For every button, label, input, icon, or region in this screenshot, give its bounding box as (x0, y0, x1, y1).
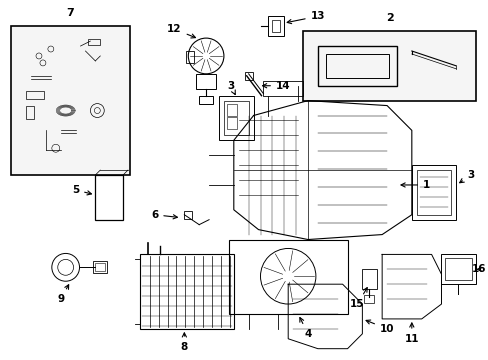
Text: 9: 9 (57, 285, 68, 304)
Text: 13: 13 (286, 11, 325, 24)
Text: 10: 10 (366, 320, 393, 334)
Bar (95, 264, 105, 271)
Bar (26, 91, 44, 99)
Bar (219, 96, 253, 140)
Text: 15: 15 (349, 288, 366, 309)
Bar (186, 51, 194, 63)
Bar (95, 175, 123, 220)
Text: 4: 4 (299, 318, 311, 339)
Text: 3: 3 (227, 81, 235, 95)
Bar (11, 26, 130, 175)
Bar (268, 16, 284, 36)
Bar (364, 295, 373, 303)
Bar (226, 117, 236, 129)
Bar (411, 165, 455, 220)
Bar (325, 54, 388, 78)
Bar (93, 261, 107, 273)
Bar (26, 105, 34, 120)
Bar (317, 46, 396, 86)
Bar (272, 20, 280, 32)
Text: 5: 5 (72, 185, 91, 195)
Bar (226, 104, 236, 116)
Bar (416, 170, 450, 215)
Bar (228, 239, 347, 314)
Text: 16: 16 (471, 264, 486, 274)
Bar (445, 258, 471, 280)
Bar (303, 31, 475, 100)
Text: 11: 11 (404, 323, 418, 344)
Bar (196, 74, 216, 89)
Text: 12: 12 (167, 24, 195, 38)
Text: 3: 3 (459, 170, 474, 183)
Text: 1: 1 (400, 180, 429, 190)
Text: 6: 6 (151, 210, 177, 220)
Bar (362, 269, 376, 289)
Text: 2: 2 (385, 13, 393, 23)
Text: 7: 7 (66, 8, 74, 18)
Bar (441, 255, 475, 284)
Text: 14: 14 (262, 81, 290, 91)
Bar (140, 255, 233, 329)
Bar (244, 72, 252, 80)
Bar (184, 211, 192, 219)
Bar (263, 81, 303, 96)
Bar (224, 100, 248, 135)
Bar (88, 39, 100, 45)
Text: 8: 8 (181, 333, 187, 352)
Bar (199, 96, 213, 104)
